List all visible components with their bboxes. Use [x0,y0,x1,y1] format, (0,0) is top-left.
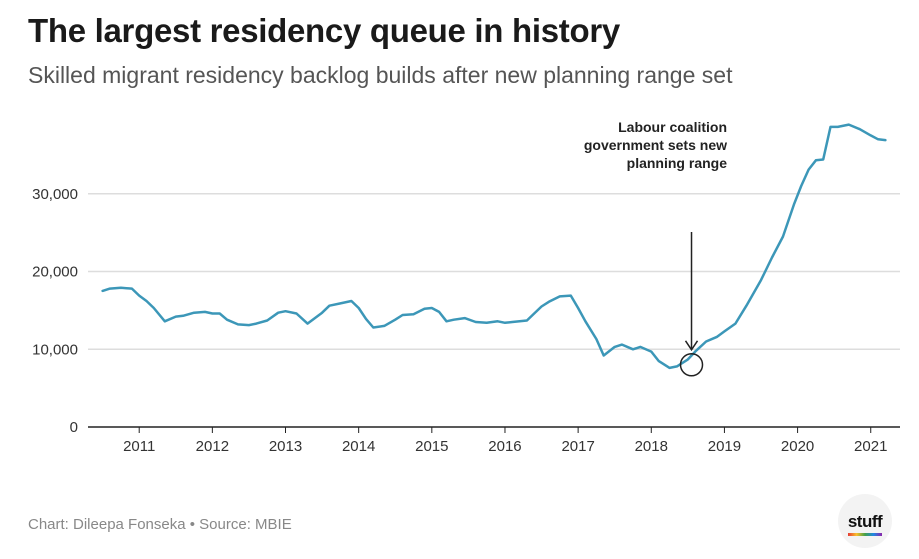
series-line [101,123,887,370]
gridlines [88,193,900,350]
y-tick-label: 20,000 [32,264,78,281]
annotation-circle [679,353,704,377]
x-tick-label: 2012 [196,438,229,455]
chart-subtitle: Skilled migrant residency backlog builds… [28,62,733,88]
annotation: Labour coalition government sets new plann… [584,119,728,377]
y-tick-label: 10,000 [32,341,78,358]
x-tick-label: 2016 [488,438,521,455]
series-layer [101,123,887,370]
line-chart: 0 10,000 20,000 30,000 2011 2012 2013 2014 2015… [32,119,900,455]
y-axis-ticks: 0 10,000 20,000 30,000 [32,186,78,436]
annotation-arrow-head [684,340,699,352]
chart-title: The largest residency queue in history [28,12,620,49]
x-tick-label: 2014 [342,438,375,455]
x-tick-label: 2017 [561,438,594,455]
x-tick-label: 2015 [415,438,448,455]
annotation-label: government sets new [584,137,727,153]
y-tick-label: 30,000 [32,186,78,203]
x-tick-label: 2018 [635,438,668,455]
logo-underline [848,533,882,536]
y-tick-label: 0 [70,419,78,436]
x-tick-label: 2019 [708,438,741,455]
chart-credit: Chart: Dileepa Fonseka • Source: MBIE [28,516,292,533]
x-tick-label: 2011 [123,438,155,455]
stuff-logo[interactable]: stuff [838,494,892,548]
logo-text: stuff [847,512,883,531]
annotation-label: planning range [627,155,728,171]
x-tick-label: 2021 [854,438,887,455]
x-axis-ticks: 2011 2012 2013 2014 2015 2016 2017 2018 2019 2020… [123,427,887,455]
x-tick-label: 2020 [781,438,814,455]
x-tick-label: 2013 [269,438,302,455]
annotation-label: Labour coalition [618,119,727,135]
